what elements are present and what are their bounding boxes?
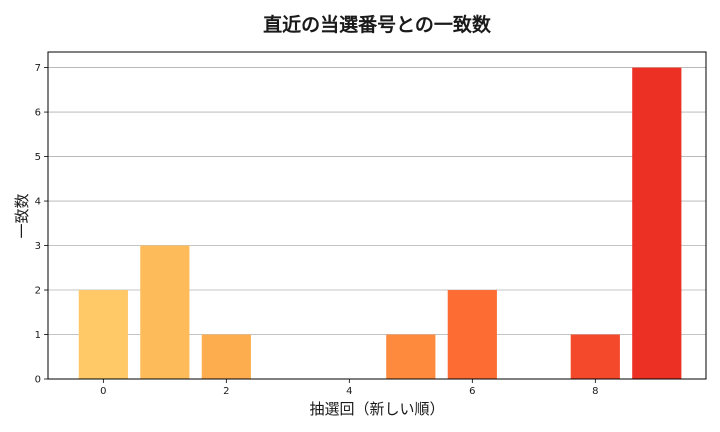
x-tick-label: 4 [346,386,352,397]
plot-frame [47,51,707,380]
bar [140,245,190,379]
y-tick-label: 2 [35,286,41,297]
x-tick-label: 2 [223,386,229,397]
y-axis-ticks: 0 1 2 3 4 5 6 7 [35,63,48,386]
bar [201,334,251,379]
x-tick-label: 6 [469,386,475,397]
y-tick-label: 7 [35,63,41,74]
bars [78,67,682,380]
y-tick-label: 3 [35,241,41,252]
bar [570,334,620,379]
y-tick-label: 5 [35,152,41,163]
bar [386,334,436,379]
bar [632,67,682,380]
bar [447,290,497,379]
y-tick-label: 6 [35,108,41,119]
bar [78,290,128,379]
y-tick-label: 0 [35,375,41,386]
chart-title: 直近の当選番号との一致数 [263,13,492,36]
x-tick-label: 0 [100,386,106,397]
y-tick-label: 1 [35,330,41,341]
x-axis-label: 抽選回（新しい順） [309,400,444,418]
x-tick-label: 8 [592,386,598,397]
x-axis-ticks: 0 2 4 6 8 [100,379,598,397]
y-tick-label: 4 [35,197,41,208]
y-axis-label: 一致数 [13,193,31,238]
